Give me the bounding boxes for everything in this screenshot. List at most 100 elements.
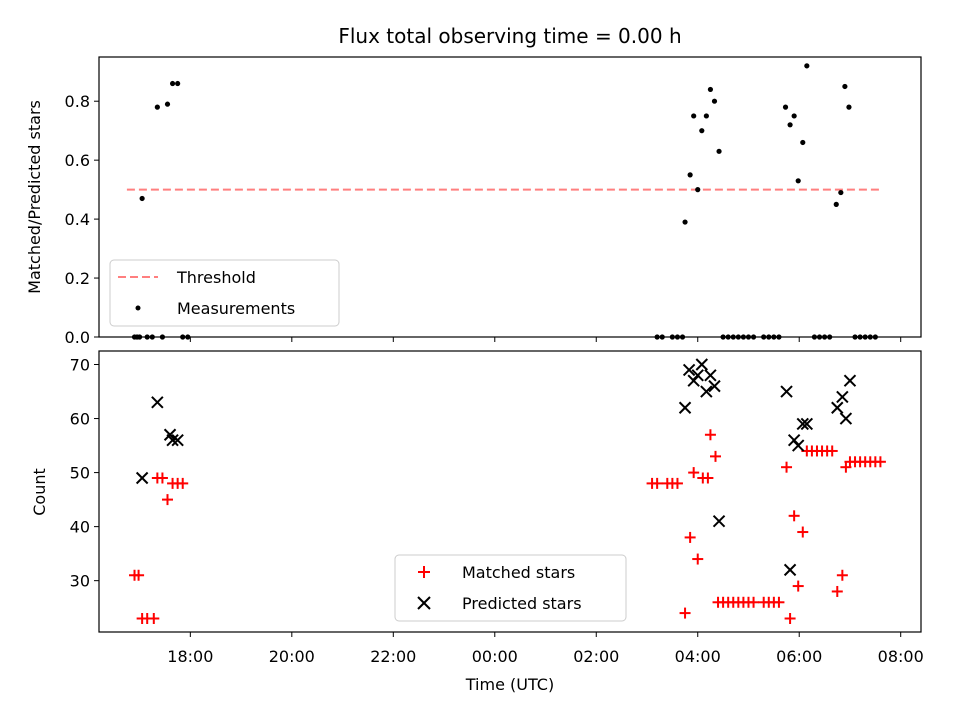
predicted-star-d2	[695, 358, 709, 371]
measurement-point	[716, 148, 722, 154]
matched-star-point	[748, 596, 760, 608]
top-y-tick-label: 0.6	[65, 151, 90, 170]
top-y-tick-label: 0.0	[65, 328, 90, 347]
legend-measurements-swatch	[135, 305, 141, 311]
predicted-star-point	[839, 412, 853, 425]
legend-threshold-label: Threshold	[176, 268, 256, 287]
bottom-x-tick-label: 18:00	[167, 647, 213, 666]
measurement-point	[169, 80, 176, 87]
matched-star-point	[133, 569, 145, 581]
bottom-y-axis-label: Count	[30, 468, 49, 516]
predicted-star-d2	[691, 369, 704, 382]
predicted-star-point	[135, 471, 149, 485]
predicted-star-point	[800, 417, 814, 431]
measurement-point	[846, 104, 852, 110]
predicted-star-point	[166, 433, 179, 447]
predicted-star-d2	[800, 417, 814, 431]
bottom-y-tick-label: 40	[70, 518, 90, 537]
top-y-tick-label: 0.4	[65, 210, 90, 229]
bottom-x-tick-label: 06:00	[776, 647, 822, 666]
matched-star-point	[156, 472, 168, 484]
predicted-star-point	[831, 401, 844, 414]
bottom-ticks: 30 40 50 60 70 18:00 20:00 22:00 00:00 02:00 04:00…	[70, 356, 924, 666]
predicted-star-d2	[839, 412, 853, 425]
bottom-x-tick-label: 04:00	[675, 647, 721, 666]
predicted-star-d2	[831, 401, 844, 414]
matched-star-point	[692, 553, 704, 565]
top-y-tick-label: 0.8	[65, 92, 90, 111]
measurement-point	[833, 201, 839, 207]
predicted-star-d2	[796, 417, 809, 431]
matched-star-point	[162, 494, 173, 506]
predicted-star-point	[783, 563, 797, 577]
predicted-star-point	[704, 369, 717, 382]
matched-star-point	[836, 569, 848, 581]
bottom-x-tick-label: 02:00	[573, 647, 619, 666]
predicted-star-d2	[163, 428, 177, 441]
matched-star-point	[781, 461, 793, 473]
predicted-star-point	[691, 369, 704, 382]
predicted-star-point	[796, 417, 809, 431]
top-legend: Threshold Measurements	[109, 259, 340, 327]
matched-star-point	[704, 429, 716, 441]
predicted-star-d2	[704, 369, 717, 382]
predicted-star-point	[695, 358, 709, 371]
bottom-panel: 30 40 50 60 70 18:00 20:00 22:00 00:00 02:00 04:00…	[30, 350, 924, 694]
predicted-star-point	[712, 515, 726, 528]
measurement-point	[842, 83, 848, 90]
bottom-marks	[129, 358, 886, 624]
bottom-x-tick-label: 00:00	[472, 647, 518, 666]
predicted-star-point	[700, 385, 713, 398]
bottom-y-tick-label: 70	[70, 356, 90, 375]
measurement-point	[787, 122, 793, 128]
measurement-point	[164, 101, 171, 107]
predicted-star-point	[780, 385, 793, 398]
top-y-axis-label: Matched/Predicted stars	[25, 100, 44, 294]
measurement-point	[703, 113, 709, 119]
legend-predicted-swatch	[417, 596, 431, 610]
matched-star-point	[831, 585, 843, 597]
matched-star-point	[784, 612, 796, 624]
matched-star-point	[688, 467, 700, 479]
predicted-star-d2	[708, 379, 721, 393]
measurement-point	[800, 139, 806, 146]
predicted-star-d2	[678, 401, 692, 414]
legend-matched-swatch	[418, 566, 430, 578]
measurement-point	[711, 98, 718, 104]
bottom-x-tick-label: 20:00	[269, 647, 315, 666]
x-axis-label: Time (UTC)	[465, 675, 554, 694]
matched-star-point	[826, 445, 838, 457]
matched-star-point	[797, 526, 809, 538]
top-panel: 0.00.20.40.60.8 Matched/Predicted stars …	[25, 56, 922, 347]
matched-star-point	[788, 510, 800, 522]
bottom-x-tick-label: 08:00	[878, 647, 924, 666]
bottom-legend: Matched stars Predicted stars	[394, 554, 627, 622]
predicted-star-d2	[151, 396, 164, 409]
measurement-point	[707, 86, 714, 93]
legend-matched-label: Matched stars	[462, 563, 575, 582]
matched-star-point	[148, 612, 160, 624]
measurement-point	[154, 104, 160, 110]
predicted-star-d2	[783, 563, 797, 577]
predicted-star-d2	[836, 390, 849, 404]
matched-star-point	[177, 477, 189, 489]
bottom-y-tick-label: 30	[70, 572, 90, 591]
predicted-star-point	[836, 390, 849, 404]
measurement-point	[804, 63, 810, 69]
predicted-star-d2	[700, 385, 713, 398]
bottom-y-tick-label: 50	[70, 464, 90, 483]
top-y-tick-label: 0.2	[65, 269, 90, 288]
matched-star-point	[651, 477, 663, 489]
bottom-legend-box	[394, 554, 627, 622]
measurement-point	[687, 172, 693, 178]
measurement-point	[139, 195, 145, 202]
predicted-star-d2	[712, 515, 726, 528]
predicted-star-point	[843, 374, 857, 387]
matched-star-point	[710, 450, 721, 462]
matched-star-point	[792, 580, 804, 592]
measurement-point	[838, 189, 844, 196]
measurement-point	[699, 128, 705, 134]
measurement-point	[175, 80, 181, 87]
legend-measurements-label: Measurements	[177, 299, 295, 318]
